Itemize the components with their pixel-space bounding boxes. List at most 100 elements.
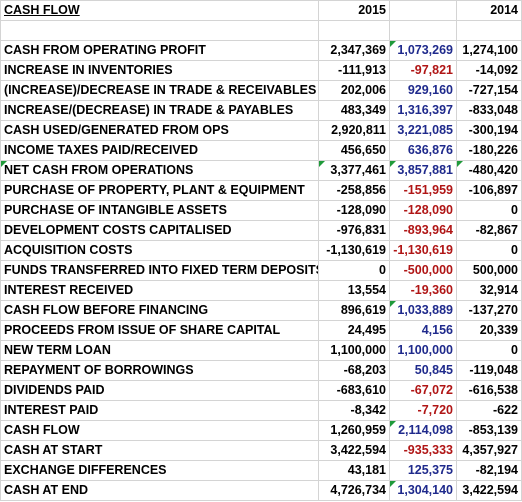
row-label-cell[interactable]: INCREASE IN INVENTORIES <box>0 60 319 81</box>
value-2015-cell[interactable]: -683,610 <box>318 380 390 401</box>
value-2015-cell[interactable]: 1,260,959 <box>318 420 390 441</box>
sheet-title[interactable]: CASH FLOW <box>0 0 319 21</box>
variance-cell[interactable]: 4,156 <box>389 320 457 341</box>
row-label-cell[interactable]: NEW TERM LOAN <box>0 340 319 361</box>
value-2015-cell[interactable]: 24,495 <box>318 320 390 341</box>
value-2015-cell[interactable]: -128,090 <box>318 200 390 221</box>
value-2014-cell[interactable]: -853,139 <box>456 420 522 441</box>
value-2014-cell[interactable]: -480,420 <box>456 160 522 181</box>
variance-cell[interactable]: 929,160 <box>389 80 457 101</box>
variance-cell[interactable]: 3,857,881 <box>389 160 457 181</box>
row-label-cell[interactable]: INTEREST RECEIVED <box>0 280 319 301</box>
value-2014-cell[interactable]: -727,154 <box>456 80 522 101</box>
row-label-cell[interactable]: NET CASH FROM OPERATIONS <box>0 160 319 181</box>
variance-cell[interactable]: -97,821 <box>389 60 457 81</box>
value-2014-cell[interactable]: 0 <box>456 200 522 221</box>
value-2014-cell[interactable]: -137,270 <box>456 300 522 321</box>
column-header-variance[interactable] <box>389 0 457 21</box>
variance-cell[interactable]: -151,959 <box>389 180 457 201</box>
value-2015-cell[interactable]: 3,422,594 <box>318 440 390 461</box>
variance-cell[interactable]: 1,073,269 <box>389 40 457 61</box>
row-label-cell[interactable]: CASH FLOW BEFORE FINANCING <box>0 300 319 321</box>
value-2015-cell[interactable]: 2,920,811 <box>318 120 390 141</box>
value-2015-cell[interactable]: 483,349 <box>318 100 390 121</box>
column-header-2014[interactable]: 2014 <box>456 0 522 21</box>
row-label-cell[interactable]: CASH AT START <box>0 440 319 461</box>
variance-cell[interactable]: 1,100,000 <box>389 340 457 361</box>
value-2014-cell[interactable]: 3,422,594 <box>456 480 522 501</box>
row-label-cell[interactable]: REPAYMENT OF BORROWINGS <box>0 360 319 381</box>
row-label-cell[interactable]: DEVELOPMENT COSTS CAPITALISED <box>0 220 319 241</box>
value-2014-cell[interactable]: -300,194 <box>456 120 522 141</box>
value-2015-cell[interactable]: 0 <box>318 260 390 281</box>
value-2015-cell[interactable]: -68,203 <box>318 360 390 381</box>
value-2015-cell[interactable]: 456,650 <box>318 140 390 161</box>
value-2014-cell[interactable]: -82,194 <box>456 460 522 481</box>
value-2015-cell[interactable]: 896,619 <box>318 300 390 321</box>
value-2015-cell[interactable]: 2,347,369 <box>318 40 390 61</box>
value-2014-cell[interactable]: 500,000 <box>456 260 522 281</box>
row-label-cell[interactable]: EXCHANGE DIFFERENCES <box>0 460 319 481</box>
variance-cell[interactable]: 1,316,397 <box>389 100 457 121</box>
value-2014-cell[interactable]: 20,339 <box>456 320 522 341</box>
row-label-cell[interactable]: FUNDS TRANSFERRED INTO FIXED TERM DEPOSI… <box>0 260 319 281</box>
value-2014-cell[interactable]: -616,538 <box>456 380 522 401</box>
value-2015-cell[interactable]: -258,856 <box>318 180 390 201</box>
variance-cell[interactable]: -500,000 <box>389 260 457 281</box>
row-label-cell[interactable]: PURCHASE OF PROPERTY, PLANT & EQUIPMENT <box>0 180 319 201</box>
row-label-cell[interactable]: INTEREST PAID <box>0 400 319 421</box>
value-2015-cell[interactable]: -1,130,619 <box>318 240 390 261</box>
variance-cell[interactable]: 125,375 <box>389 460 457 481</box>
empty-cell[interactable] <box>0 20 319 41</box>
row-label-cell[interactable]: CASH FLOW <box>0 420 319 441</box>
value-2015-cell[interactable]: 4,726,734 <box>318 480 390 501</box>
variance-cell[interactable]: 2,114,098 <box>389 420 457 441</box>
variance-cell[interactable]: 1,304,140 <box>389 480 457 501</box>
variance-cell[interactable]: 1,033,889 <box>389 300 457 321</box>
value-2015-cell[interactable]: -976,831 <box>318 220 390 241</box>
row-label-cell[interactable]: CASH USED/GENERATED FROM OPS <box>0 120 319 141</box>
row-label-cell[interactable]: ACQUISITION COSTS <box>0 240 319 261</box>
row-label-cell[interactable]: PURCHASE OF INTANGIBLE ASSETS <box>0 200 319 221</box>
value-2015-cell[interactable]: 1,100,000 <box>318 340 390 361</box>
row-label-cell[interactable]: DIVIDENDS PAID <box>0 380 319 401</box>
column-header-2015[interactable]: 2015 <box>318 0 390 21</box>
value-2015-cell[interactable]: 13,554 <box>318 280 390 301</box>
variance-cell[interactable]: -128,090 <box>389 200 457 221</box>
variance-cell[interactable]: -893,964 <box>389 220 457 241</box>
variance-cell[interactable]: -67,072 <box>389 380 457 401</box>
empty-cell[interactable] <box>318 20 390 41</box>
value-2014-cell[interactable]: -106,897 <box>456 180 522 201</box>
row-label-cell[interactable]: INCREASE/(DECREASE) IN TRADE & PAYABLES <box>0 100 319 121</box>
value-2014-cell[interactable]: -82,867 <box>456 220 522 241</box>
variance-cell[interactable]: -7,720 <box>389 400 457 421</box>
value-2014-cell[interactable]: 0 <box>456 340 522 361</box>
value-2015-cell[interactable]: -8,342 <box>318 400 390 421</box>
value-2014-cell[interactable]: 32,914 <box>456 280 522 301</box>
variance-cell[interactable]: 50,845 <box>389 360 457 381</box>
value-2014-cell[interactable]: 1,274,100 <box>456 40 522 61</box>
row-label-cell[interactable]: CASH AT END <box>0 480 319 501</box>
row-label-cell[interactable]: CASH FROM OPERATING PROFIT <box>0 40 319 61</box>
value-2015-cell[interactable]: 202,006 <box>318 80 390 101</box>
value-2014-cell[interactable]: -833,048 <box>456 100 522 121</box>
value-2015-cell[interactable]: -111,913 <box>318 60 390 81</box>
value-2014-cell[interactable]: -14,092 <box>456 60 522 81</box>
row-label-cell[interactable]: INCOME TAXES PAID/RECEIVED <box>0 140 319 161</box>
row-label-cell[interactable]: (INCREASE)/DECREASE IN TRADE & RECEIVABL… <box>0 80 319 101</box>
empty-cell[interactable] <box>456 20 522 41</box>
value-2015-cell[interactable]: 3,377,461 <box>318 160 390 181</box>
variance-cell[interactable]: 3,221,085 <box>389 120 457 141</box>
value-2014-cell[interactable]: -180,226 <box>456 140 522 161</box>
value-2014-cell[interactable]: -119,048 <box>456 360 522 381</box>
variance-cell[interactable]: 636,876 <box>389 140 457 161</box>
variance-cell[interactable]: -935,333 <box>389 440 457 461</box>
value-2014-cell[interactable]: 0 <box>456 240 522 261</box>
empty-cell[interactable] <box>389 20 457 41</box>
row-label-cell[interactable]: PROCEEDS FROM ISSUE OF SHARE CAPITAL <box>0 320 319 341</box>
value-2014-cell[interactable]: 4,357,927 <box>456 440 522 461</box>
variance-cell[interactable]: -1,130,619 <box>389 240 457 261</box>
value-2014-cell[interactable]: -622 <box>456 400 522 421</box>
value-2015-cell[interactable]: 43,181 <box>318 460 390 481</box>
variance-cell[interactable]: -19,360 <box>389 280 457 301</box>
